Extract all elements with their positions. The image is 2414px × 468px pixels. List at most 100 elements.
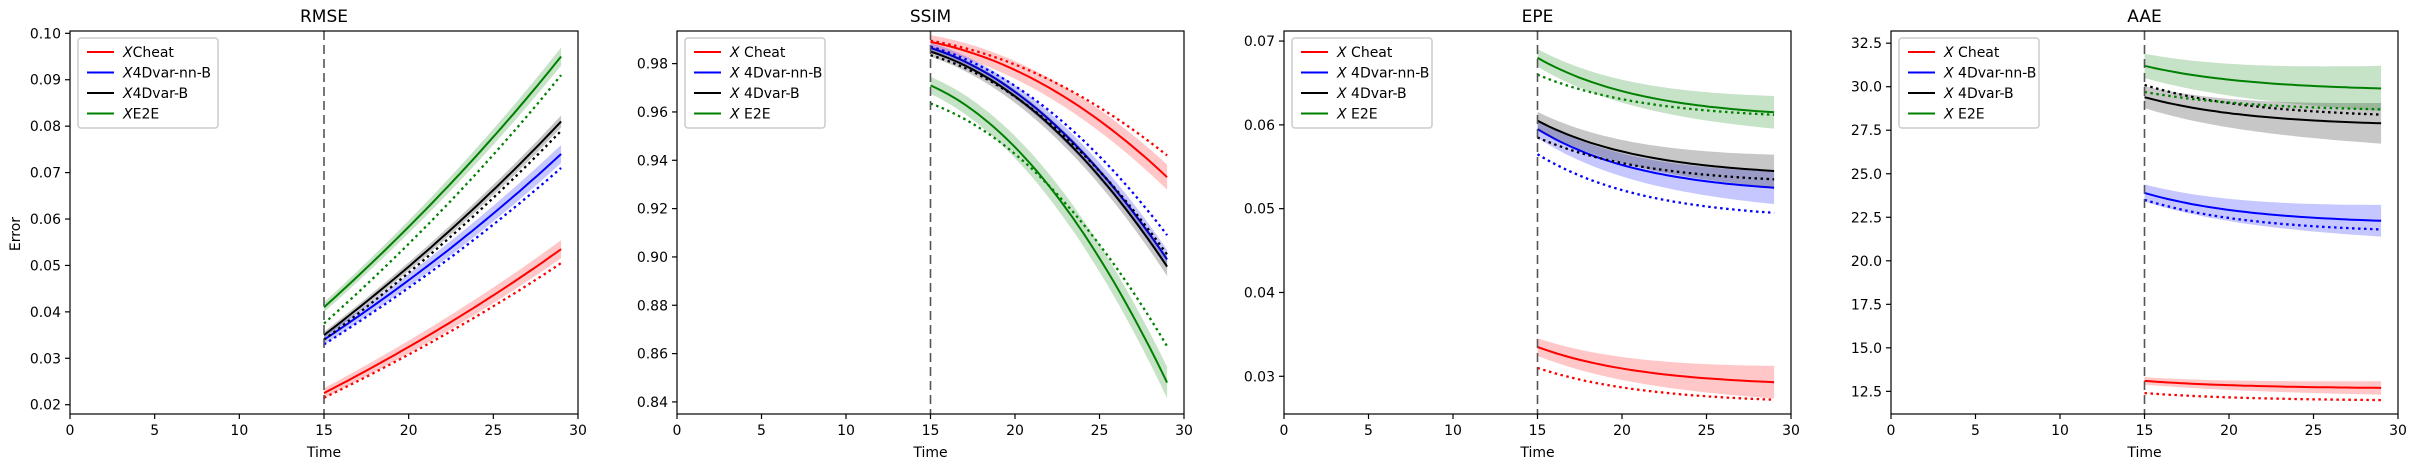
chart-title: SSIM [910,7,951,27]
legend-label: XE2E [122,107,159,123]
legend-label: X Cheat [1336,45,1393,61]
legend-label: X 4Dvar-nn-B [729,66,822,82]
y-tick-label: 0.92 [637,202,668,218]
x-tick-label: 15 [2136,423,2154,439]
legend-label: X 4Dvar-nn-B [1336,66,1429,82]
legend-label: X4Dvar-B [122,86,188,102]
legend-box [1291,37,1433,129]
y-tick-label: 25.0 [1851,167,1882,183]
series-line-e2e [2144,64,2382,90]
chart-panel-ssim: SSIM Time 0 5 10 15 20 25 30 0.84 0.86 0.88 0.90 0.92… [637,7,1193,461]
dotted-line-cheat [1537,366,1775,401]
legend-label: X Cheat [1943,45,2000,61]
x-axis-label: Time [2126,445,2161,461]
series-line-var [323,120,562,336]
dotted-line-e2e [323,74,562,325]
y-tick-label: 0.88 [637,298,668,314]
chart-panel-aae: AAE Time 0 5 10 15 20 25 30 12.5 15.0 17.5 20.0 22.5 2… [1851,7,2407,461]
x-axis-label: Time [306,445,341,461]
y-tick-label: 0.08 [30,119,61,135]
confidence-band-cheat [930,35,1168,190]
series-line-e2e [323,55,562,308]
legend-label: X Cheat [729,45,786,61]
series-line-nn [2144,191,2382,222]
dotted-line-var [1537,136,1775,181]
series-line-e2e [930,84,1169,384]
series-line-cheat [2144,379,2382,389]
y-axis-label: Error [8,217,24,251]
y-tick-label: 0.07 [30,166,61,182]
dotted-line-e2e [1537,73,1775,116]
dotted-line-cheat [2144,391,2382,402]
x-tick-label: 0 [1280,423,1289,439]
series-line-cheat [323,248,562,394]
y-tick-label: 32.5 [1851,36,1882,52]
y-tick-label: 0.86 [637,347,668,363]
y-tick-label: 0.03 [30,351,61,367]
x-tick-label: 5 [757,423,766,439]
legend-label: X E2E [729,107,771,123]
chart-title: RMSE [300,7,348,27]
legend-box [77,37,219,129]
series-line-nn [1536,128,1775,189]
legend-label: X4Dvar-nn-B [122,66,211,82]
y-tick-label: 0.05 [30,258,61,274]
x-tick-label: 20 [1006,423,1024,439]
x-tick-label: 5 [1364,423,1373,439]
x-tick-label: 30 [1782,423,1800,439]
series-line-var [2144,96,2382,125]
x-tick-label: 0 [673,423,682,439]
x-tick-label: 25 [2305,423,2323,439]
y-tick-label: 0.10 [30,26,61,42]
dotted-line-nn [2144,198,2382,231]
y-tick-label: 0.04 [1244,285,1275,301]
x-tick-label: 15 [1529,423,1547,439]
x-tick-label: 15 [315,423,333,439]
y-tick-label: 17.5 [1851,297,1882,313]
legend-label: X 4Dvar-nn-B [1943,66,2036,82]
x-tick-label: 0 [66,423,75,439]
x-tick-label: 30 [1175,423,1193,439]
confidence-band-var [324,115,562,339]
confidence-band-var [1537,111,1775,188]
dotted-line-nn [930,45,1169,236]
chart-title: EPE [1522,7,1554,27]
y-tick-label: 12.5 [1851,384,1882,400]
dotted-line-nn [1536,153,1775,215]
y-tick-label: 0.96 [637,105,668,121]
x-axis-label: Time [912,445,947,461]
y-tick-label: 15.0 [1851,341,1882,357]
dotted-line-var [930,54,1169,256]
x-tick-label: 5 [150,423,159,439]
y-tick-label: 0.94 [637,153,668,169]
x-tick-label: 25 [1091,423,1109,439]
legend-label: X 4Dvar-B [729,86,800,102]
series-line-nn [323,153,562,341]
confidence-band-var [2144,86,2382,144]
y-tick-label: 30.0 [1851,80,1882,96]
x-tick-label: 10 [230,423,248,439]
chart-panel-epe: EPE Time 0 5 10 15 20 25 30 0.03 0.04 0.05 0.06 0.07 X… [1244,7,1800,461]
series-line-e2e [1537,56,1775,114]
y-tick-label: 0.84 [637,395,668,411]
x-tick-label: 5 [1971,423,1980,439]
y-tick-label: 27.5 [1851,123,1882,139]
x-tick-label: 20 [2220,423,2238,439]
dotted-line-cheat [323,262,562,399]
x-tick-label: 20 [1613,423,1631,439]
y-tick-label: 0.90 [637,250,668,266]
y-tick-label: 0.06 [30,212,61,228]
y-tick-label: 0.07 [1244,34,1275,50]
legend-box [1898,37,2040,129]
x-tick-label: 10 [2051,423,2069,439]
y-tick-label: 0.02 [30,398,61,414]
chart-panel-rmse: RMSE Time 0 5 10 15 20 25 30 0.02 0.03 0.04 0.05 0.06… [30,7,587,461]
series-line-cheat [930,40,1168,178]
x-tick-label: 0 [1887,423,1896,439]
y-tick-label: 0.04 [30,305,61,321]
chart-title: AAE [2127,7,2161,27]
x-tick-label: 10 [837,423,855,439]
confidence-band-nn [2144,184,2382,237]
x-tick-label: 25 [484,423,502,439]
